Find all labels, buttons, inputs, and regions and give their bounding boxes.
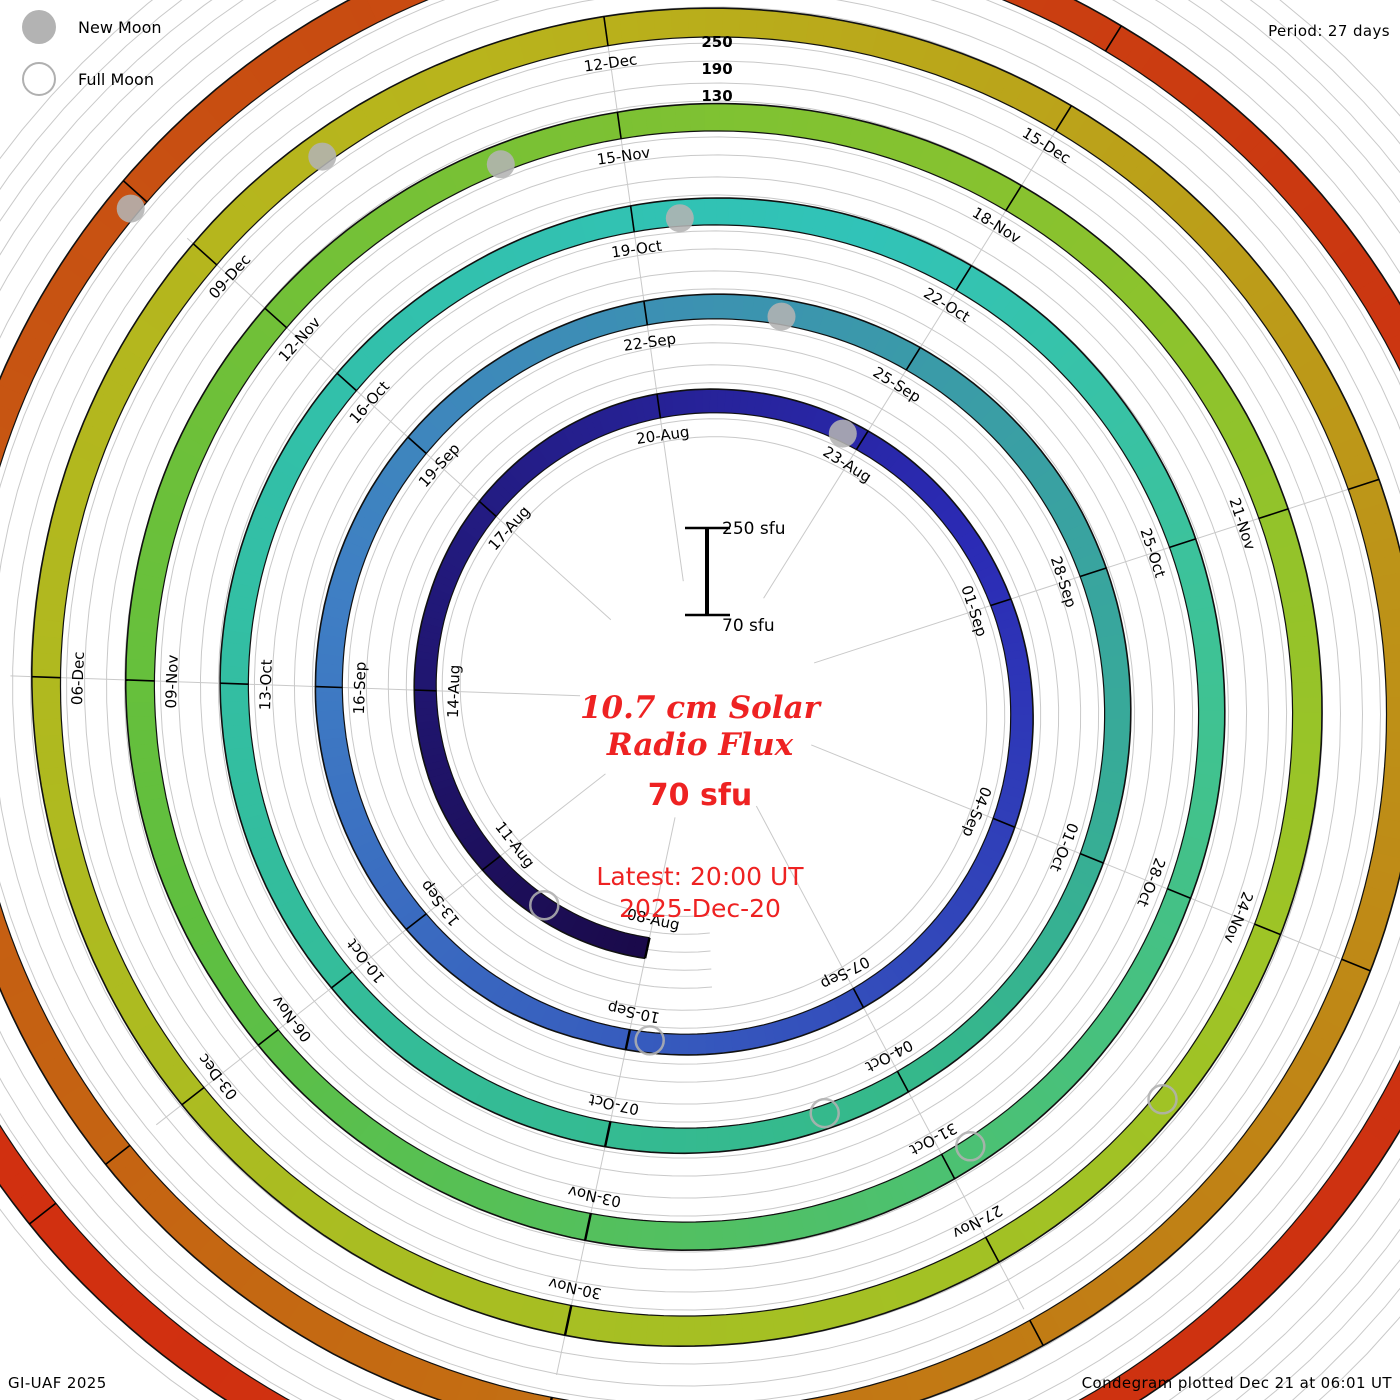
latest-date: 2025-Dec-20 bbox=[619, 894, 781, 923]
amplitude-bottom-label: 70 sfu bbox=[722, 616, 775, 636]
ring-date-label: 22-Sep bbox=[622, 330, 677, 355]
amplitude-bar-legend: 250 sfu 70 sfu bbox=[680, 519, 910, 655]
new-moon-icon bbox=[22, 10, 56, 44]
legend-new-moon: New Moon bbox=[22, 10, 162, 44]
chart-title-line2: Radio Flux bbox=[606, 727, 794, 763]
amplitude-top-label: 250 sfu bbox=[722, 519, 786, 539]
period-label: Period: 27 days bbox=[1268, 22, 1390, 40]
scale-tick-250: 250 bbox=[701, 33, 733, 51]
scale-tick-190: 190 bbox=[701, 60, 733, 78]
legend-full-moon: Full Moon bbox=[22, 62, 154, 96]
amplitude-bar-icon bbox=[685, 526, 730, 617]
full-moon-icon bbox=[22, 62, 56, 96]
ring-date-label: 10-Sep bbox=[606, 998, 661, 1027]
legend-new-moon-label: New Moon bbox=[78, 17, 162, 37]
current-flux-value: 70 sfu bbox=[647, 778, 753, 813]
ring-date-label: 03-Nov bbox=[566, 1182, 622, 1211]
ring-date-label: 14-Aug bbox=[444, 664, 464, 718]
chart-title-line1: 10.7 cm Solar bbox=[579, 690, 821, 726]
legend-full-moon-label: Full Moon bbox=[78, 69, 154, 89]
ring-date-label: 20-Aug bbox=[635, 423, 690, 448]
ring-date-label: 12-Dec bbox=[583, 50, 639, 75]
ring-date-label: 06-Dec bbox=[68, 651, 88, 705]
credit-label: GI-UAF 2025 bbox=[8, 1374, 107, 1392]
latest-time: Latest: 20:00 UT bbox=[596, 862, 804, 891]
center-info-block: 10.7 cm Solar Radio Flux 70 sfu Latest: … bbox=[420, 690, 980, 925]
ring-date-label: 09-Nov bbox=[162, 654, 182, 708]
scale-tick-130: 130 bbox=[701, 87, 733, 105]
ring-date-label: 07-Oct bbox=[587, 1090, 641, 1118]
ring-date-label: 16-Sep bbox=[350, 661, 370, 714]
ring-date-label: 13-Oct bbox=[256, 659, 276, 711]
ring-date-label: 30-Nov bbox=[547, 1274, 603, 1303]
plotted-timestamp: Condegram plotted Dec 21 at 06:01 UT bbox=[1081, 1374, 1392, 1392]
ring-date-label: 19-Oct bbox=[610, 237, 663, 262]
ring-date-label: 15-Nov bbox=[596, 143, 652, 168]
